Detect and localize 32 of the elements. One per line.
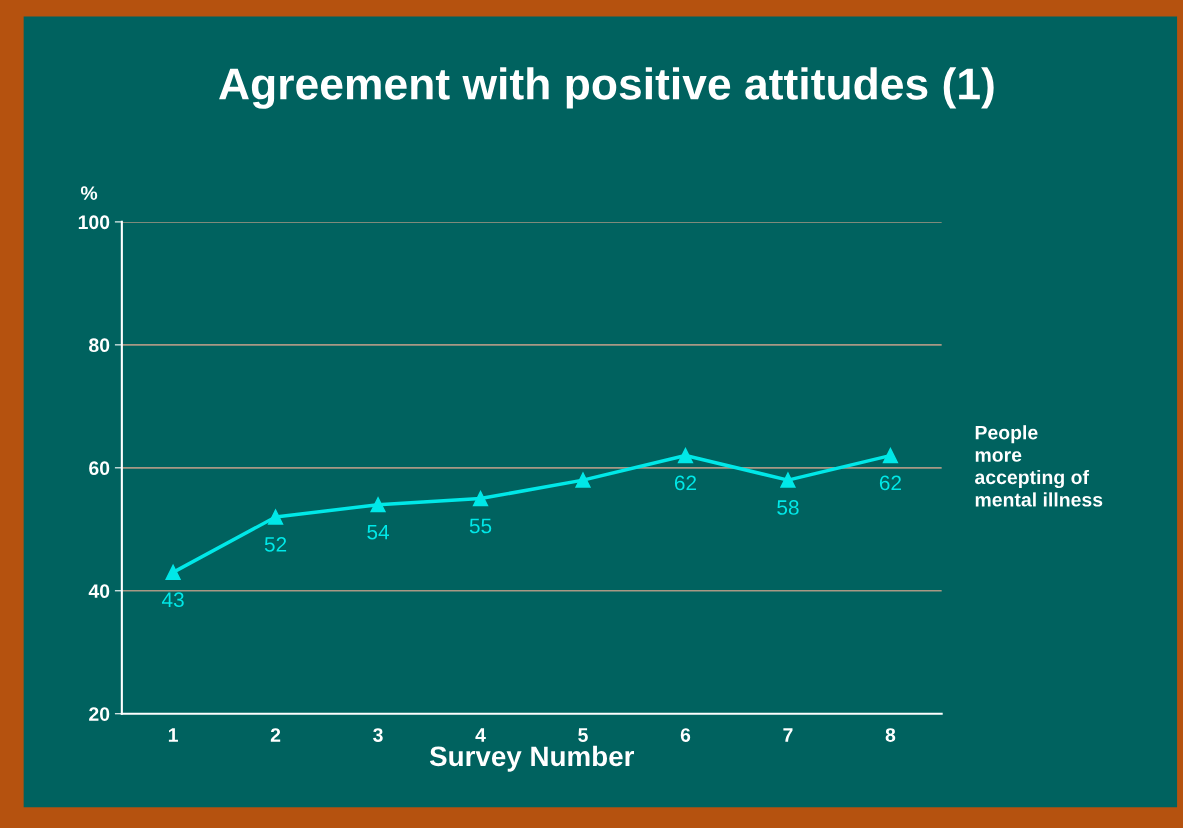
x-tick-label: 5 [578, 728, 588, 742]
point [165, 564, 181, 580]
x-tick-label: 4 [475, 728, 486, 742]
data-label: 52 [264, 537, 287, 552]
data-label: 62 [879, 475, 901, 491]
point [882, 447, 899, 464]
point [472, 490, 489, 507]
x-tick-label: 2 [270, 728, 281, 742]
x-tick-label: 8 [885, 728, 896, 742]
x-axis-title: Survey Number [429, 745, 634, 772]
x-tick-label: 7 [783, 728, 793, 742]
point [575, 472, 591, 488]
data-label: 54 [367, 524, 390, 540]
x-tick-label: 6 [680, 728, 691, 742]
text: People more accepting of mental illness [975, 425, 1103, 507]
y-tick-label: 100 [78, 215, 110, 230]
x-tick-label: 1 [168, 728, 178, 742]
point [370, 497, 386, 513]
point [677, 447, 694, 464]
chart-title: Agreement with positive attitudes (1) [219, 67, 994, 109]
data-label: 55 [469, 518, 492, 534]
data-label: 43 [161, 592, 184, 608]
point [780, 472, 796, 488]
x-tick-label: 3 [373, 728, 383, 742]
y-tick-label: 40 [88, 584, 110, 599]
y-tick-label: 60 [89, 461, 110, 476]
data-label: 62 [674, 475, 697, 491]
y-tick-label: 20 [89, 707, 110, 721]
point [267, 509, 284, 525]
y-axis-title: % [80, 186, 98, 200]
data-label: 58 [777, 500, 799, 515]
y-tick-label: 80 [89, 338, 110, 353]
